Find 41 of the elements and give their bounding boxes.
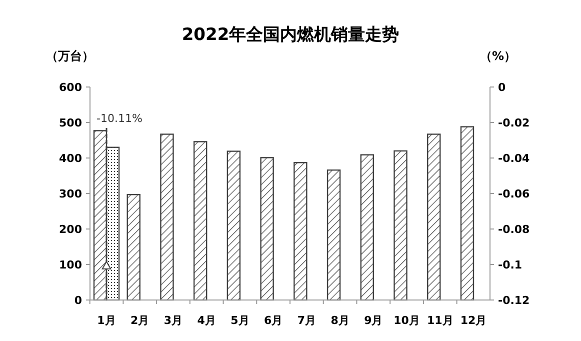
x-tick-label: 9月 [364, 314, 383, 327]
x-tick-label: 2月 [130, 314, 150, 327]
bar [193, 141, 208, 301]
y2-tick-label: -0.04 [498, 152, 530, 165]
bar [427, 134, 441, 301]
y-tick-label: 300 [59, 188, 82, 200]
x-tick-label: 10月 [394, 314, 420, 327]
y2-tick-label: -0.08 [498, 223, 530, 236]
x-tick-label: 12月 [460, 314, 487, 327]
x-tick-label: 3月 [164, 314, 183, 327]
y-tick-label: 500 [59, 116, 82, 130]
y2-tick-label: -0.06 [498, 188, 530, 200]
x-tick-label: 7月 [297, 314, 316, 327]
y2-tick-label: 0 [498, 81, 506, 94]
y-tick-label: 0 [74, 294, 82, 307]
annotation: -10.11% [96, 112, 142, 125]
y-tick-label: 400 [59, 152, 82, 165]
chart-title: 2022年全国内燃机销量走势 [182, 25, 400, 45]
bar [260, 157, 274, 301]
x-tick-label: 5月 [230, 314, 250, 327]
x-tick-label: 8月 [330, 314, 350, 327]
y-axis-title: （万台） [46, 49, 94, 63]
bar [460, 126, 474, 301]
y2-tick-label: -0.02 [498, 116, 530, 130]
bar [160, 134, 174, 301]
bar [360, 154, 374, 301]
y-tick-label: 100 [59, 258, 82, 272]
x-tick-label: 6月 [264, 314, 283, 327]
y2-axis-title: （%） [480, 49, 516, 63]
y2-tick-label: -0.1 [498, 258, 522, 272]
bar [126, 194, 140, 301]
bar [294, 162, 308, 301]
bar [226, 150, 241, 301]
bar [394, 150, 408, 301]
y-tick-label: 200 [59, 223, 82, 236]
y-tick-label: 600 [59, 81, 82, 94]
y2-tick-label: -0.12 [498, 294, 530, 307]
bar [326, 169, 341, 301]
x-tick-label: 11月 [426, 314, 454, 327]
x-tick-label: 4月 [197, 314, 216, 327]
x-tick-label: 1月 [97, 314, 116, 327]
